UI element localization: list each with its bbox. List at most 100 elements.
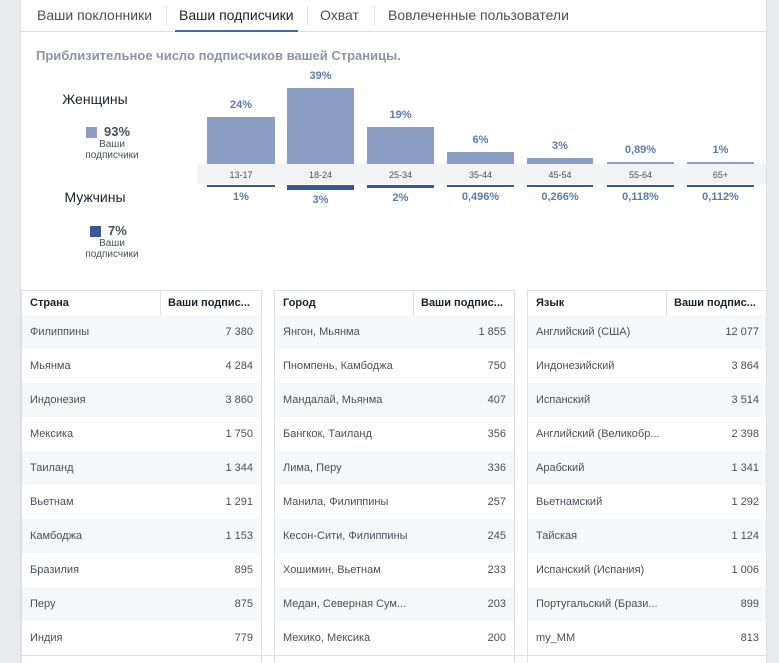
- men-value-label: 0,496%: [461, 191, 500, 203]
- table-row[interactable]: Мьянма 4 284: [22, 349, 261, 383]
- row-value: 233: [487, 564, 506, 576]
- row-value: 1 344: [225, 462, 253, 474]
- row-value: 1 750: [225, 428, 253, 440]
- column-header-followers[interactable]: Ваши подпис...: [674, 297, 756, 309]
- men-value-label: 0,118%: [622, 191, 659, 203]
- table-row[interactable]: Бразилия 895: [22, 553, 261, 587]
- table-row[interactable]: Бангкок, Таиланд 356: [275, 417, 514, 451]
- table-row[interactable]: Кесон-Сити, Филиппины 245: [275, 519, 514, 553]
- women-bar-65+[interactable]: [687, 162, 754, 164]
- column-header-name[interactable]: Язык: [536, 297, 565, 309]
- row-value: 2 398: [731, 428, 759, 440]
- men-bar-65+[interactable]: [687, 185, 754, 187]
- row-label: Кесон-Сити, Филиппины: [283, 530, 408, 542]
- table-row[interactable]: Вьетнам 1 291: [22, 485, 261, 519]
- row-value: 1 292: [731, 496, 759, 508]
- row-value: 200: [487, 632, 506, 644]
- table-row[interactable]: Индонезия 3 860: [22, 383, 261, 417]
- women-bar-55-64[interactable]: [607, 162, 674, 164]
- row-label: Индонезия: [30, 394, 86, 406]
- table-body: Янгон, Мьянма 1 855 Пномпень, Камбоджа 750 М…: [275, 315, 514, 655]
- table-row[interactable]: Мексика 1 750: [22, 417, 261, 451]
- women-bar-13-17[interactable]: [207, 117, 275, 164]
- row-label: Индонезийский: [536, 360, 615, 372]
- row-value: 1 006: [731, 564, 759, 576]
- women-bar-45-54[interactable]: [527, 158, 593, 164]
- table-row[interactable]: Филиппины 7 380: [22, 315, 261, 349]
- column-header-name[interactable]: Город: [283, 297, 316, 309]
- row-label: Камбоджа: [30, 530, 83, 542]
- men-value-label: 0,266%: [541, 191, 579, 203]
- tab-followers[interactable]: Ваши подписчики: [175, 0, 298, 32]
- tab-engaged-users[interactable]: Вовлеченные пользователи: [388, 7, 569, 23]
- table-row[interactable]: Арабский 1 341: [528, 451, 766, 485]
- tab-fans[interactable]: Ваши поклонники: [37, 7, 153, 23]
- table-row[interactable]: Индия 779: [22, 621, 261, 655]
- women-value-label: 3%: [552, 140, 568, 153]
- table-row[interactable]: Английский (Великобр... 2 398: [528, 417, 766, 451]
- men-bar-35-44[interactable]: [447, 185, 514, 187]
- men-bar-55-64[interactable]: [607, 185, 674, 187]
- table-row[interactable]: Хошимин, Вьетнам 233: [275, 553, 514, 587]
- women-legend-swatch: [86, 127, 97, 138]
- row-label: Пномпень, Камбоджа: [283, 360, 393, 372]
- table-row[interactable]: Испанский 3 514: [528, 383, 766, 417]
- row-label: Перу: [30, 598, 56, 610]
- men-value-label: 0,112%: [702, 191, 739, 203]
- column-header-name[interactable]: Страна: [30, 297, 69, 309]
- row-value: 750: [487, 360, 506, 372]
- table-row[interactable]: Испанский (Испания) 1 006: [528, 553, 766, 587]
- row-label: Янгон, Мьянма: [283, 326, 360, 338]
- table-row[interactable]: Индонезийский 3 864: [528, 349, 766, 383]
- row-label: Филиппины: [30, 326, 90, 338]
- table-header: Город Ваши подпис...: [275, 290, 514, 317]
- country-table: Страна Ваши подпис... Филиппины 7 380 Мьянма…: [21, 290, 262, 663]
- table-row[interactable]: my_MM 813: [528, 621, 766, 655]
- table-row[interactable]: Медан, Северная Сум... 203: [275, 587, 514, 621]
- table-row[interactable]: Лима, Перу 336: [275, 451, 514, 485]
- column-header-followers[interactable]: Ваши подпис...: [168, 297, 250, 309]
- men-bar-45-54[interactable]: [527, 185, 593, 187]
- row-value: 1 855: [478, 326, 506, 338]
- row-label: Мьянма: [30, 360, 71, 372]
- tab-divider: [166, 6, 167, 25]
- table-row[interactable]: Янгон, Мьянма 1 855: [275, 315, 514, 349]
- women-bar-18-24[interactable]: [287, 88, 354, 164]
- table-row[interactable]: Португальский (Брази... 899: [528, 587, 766, 621]
- tab-reach[interactable]: Охват: [320, 7, 359, 23]
- age-tick-label: 25-34: [388, 170, 413, 180]
- column-header-followers[interactable]: Ваши подпис...: [421, 297, 503, 309]
- row-label: Тайская: [536, 530, 578, 542]
- women-bar-25-34[interactable]: [367, 126, 434, 164]
- row-label: Индия: [30, 632, 63, 644]
- men-bar-25-34[interactable]: [367, 185, 434, 189]
- row-label: Английский (США): [536, 326, 631, 338]
- women-caption: Ваши подписчики: [85, 139, 139, 161]
- table-row[interactable]: Пномпень, Камбоджа 750: [275, 349, 514, 383]
- table-row[interactable]: Тайская 1 124: [528, 519, 766, 553]
- row-label: Португальский (Брази...: [536, 598, 658, 610]
- women-value-label: 19%: [389, 108, 412, 121]
- table-body: Филиппины 7 380 Мьянма 4 284 Индонезия 3 860 М…: [22, 315, 261, 655]
- city-table: Город Ваши подпис... Янгон, Мьянма 1 855 Пно…: [274, 290, 515, 663]
- men-value-label: 1%: [233, 191, 249, 203]
- row-label: Медан, Северная Сум...: [283, 598, 407, 610]
- table-row[interactable]: Перу 875: [22, 587, 261, 621]
- row-value: 3 860: [225, 394, 253, 406]
- table-row[interactable]: Мандалай, Мьянма 407: [275, 383, 514, 417]
- men-bar-18-24[interactable]: [287, 185, 354, 190]
- page-frame: Ваши поклонники Ваши подписчики Охват Во…: [20, 0, 767, 663]
- table-row[interactable]: Таиланд 1 344: [22, 451, 261, 485]
- table-row[interactable]: Мехико, Мексика 200: [275, 621, 514, 655]
- row-label: Английский (Великобр...: [536, 428, 660, 440]
- table-row[interactable]: Английский (США) 12 077: [528, 315, 766, 349]
- men-label: Мужчины: [64, 189, 126, 205]
- table-row[interactable]: Камбоджа 1 153: [22, 519, 261, 553]
- men-bar-13-17[interactable]: [207, 185, 275, 187]
- table-row[interactable]: Манила, Филиппины 257: [275, 485, 514, 519]
- row-value: 7 380: [225, 326, 253, 338]
- row-label: my_MM: [536, 632, 576, 644]
- age-tick-label: 55-64: [628, 170, 653, 180]
- table-row[interactable]: Вьетнамский 1 292: [528, 485, 766, 519]
- women-bar-35-44[interactable]: [447, 152, 514, 164]
